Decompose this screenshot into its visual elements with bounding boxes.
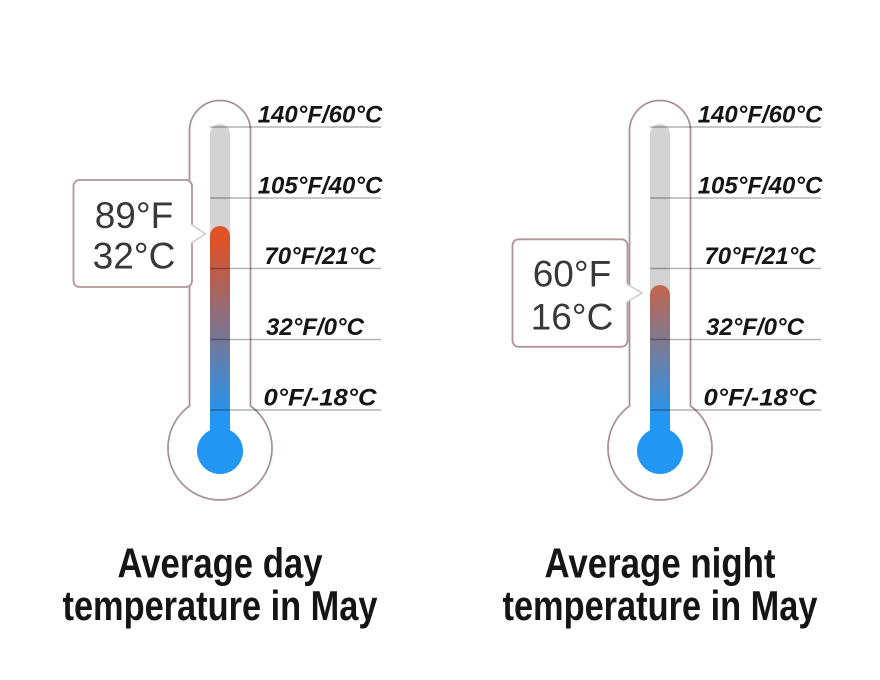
svg-text:70°F/21°C: 70°F/21°C: [704, 243, 816, 270]
svg-text:temperature in May: temperature in May: [503, 582, 819, 629]
svg-text:temperature in May: temperature in May: [63, 582, 379, 629]
svg-text:16°C: 16°C: [531, 297, 614, 338]
svg-text:60°F: 60°F: [533, 254, 612, 295]
svg-text:140°F/60°C: 140°F/60°C: [698, 102, 823, 129]
svg-text:105°F/40°C: 105°F/40°C: [698, 173, 823, 200]
svg-text:105°F/40°C: 105°F/40°C: [258, 173, 383, 200]
svg-text:32°C: 32°C: [93, 236, 176, 277]
svg-text:Average day: Average day: [118, 540, 324, 587]
svg-text:32°F/0°C: 32°F/0°C: [266, 314, 365, 341]
svg-text:70°F/21°C: 70°F/21°C: [264, 243, 376, 270]
svg-text:0°F/-18°C: 0°F/-18°C: [264, 385, 378, 412]
svg-text:0°F/-18°C: 0°F/-18°C: [704, 385, 818, 412]
svg-text:Average night: Average night: [545, 540, 776, 587]
svg-text:89°F: 89°F: [95, 195, 174, 236]
svg-text:32°F/0°C: 32°F/0°C: [706, 314, 805, 341]
svg-text:140°F/60°C: 140°F/60°C: [258, 102, 383, 129]
